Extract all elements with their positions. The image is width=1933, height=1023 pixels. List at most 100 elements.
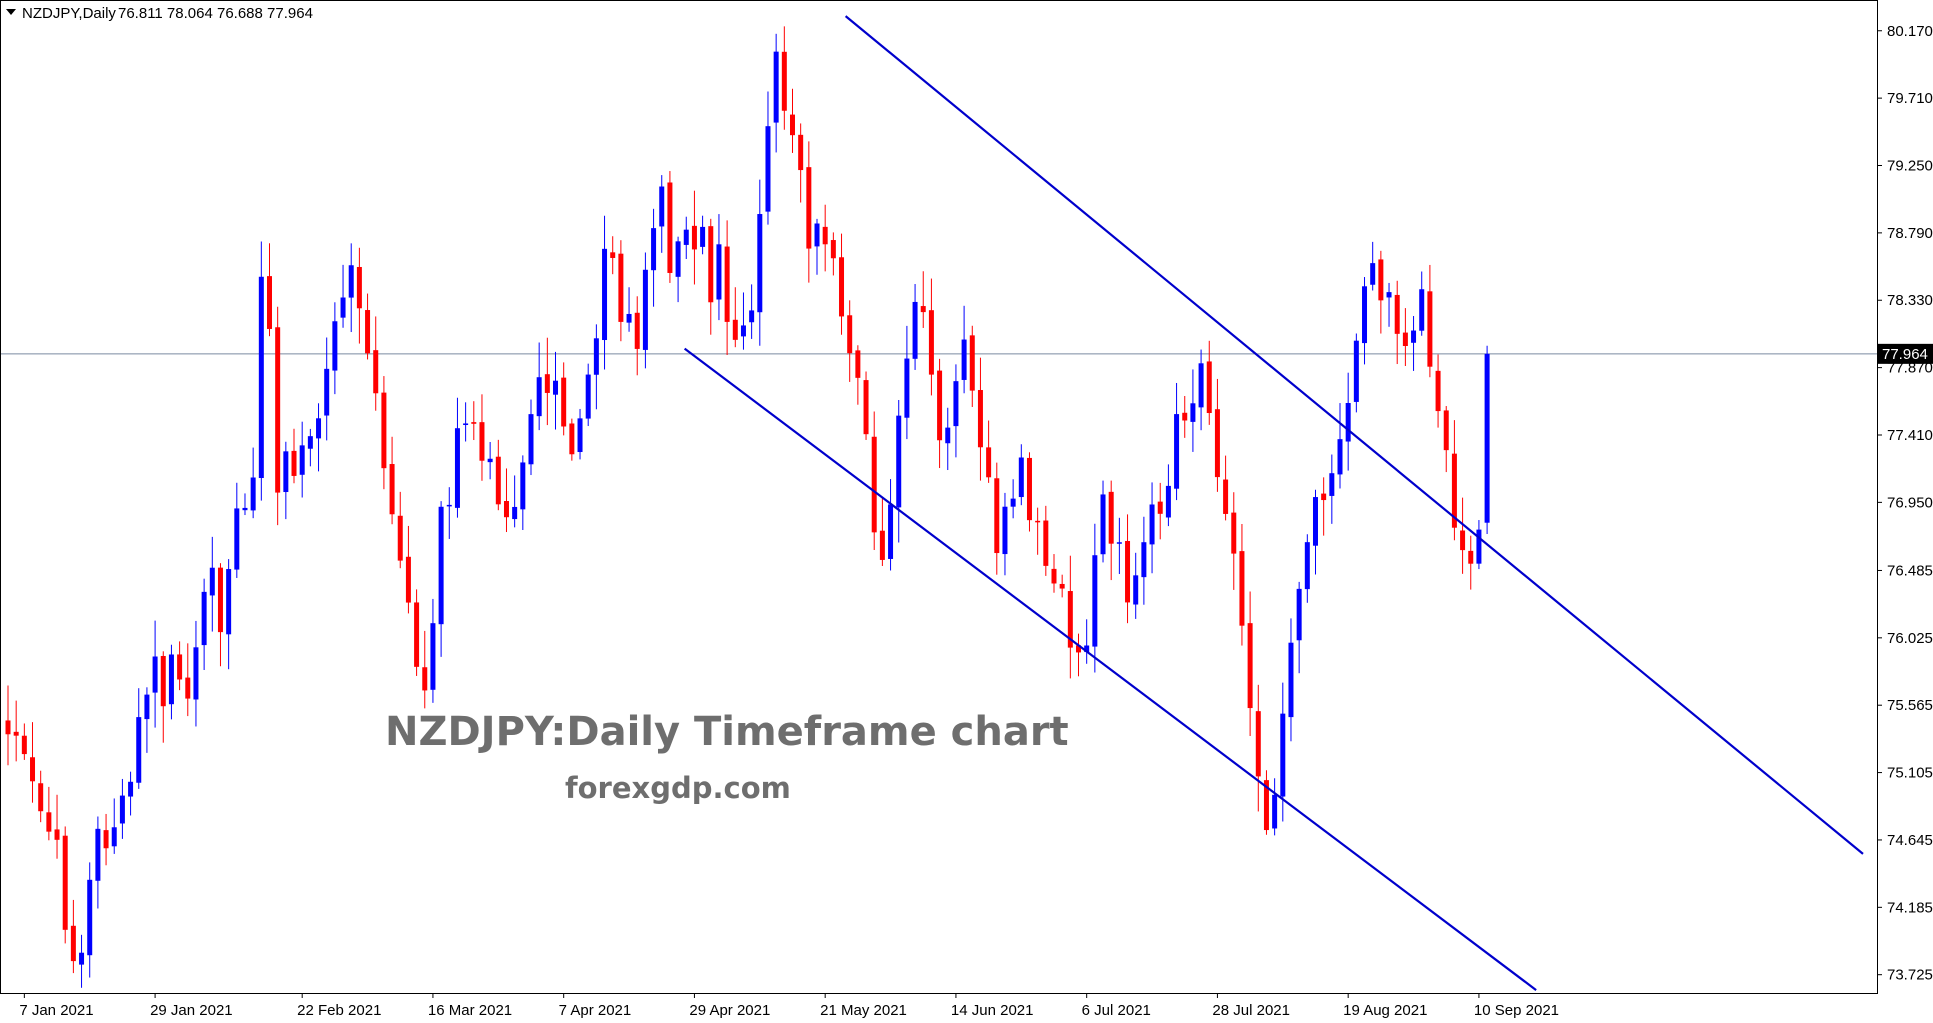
candle: [487, 441, 493, 480]
candle: [994, 462, 1000, 575]
candle: [765, 91, 771, 225]
candle-body-bear: [1394, 294, 1400, 334]
candle: [152, 620, 158, 728]
candle-body-bull: [348, 265, 354, 298]
candle-body-bull: [1362, 286, 1368, 344]
candle-body-bear: [266, 276, 272, 329]
candle-body-bull: [79, 952, 85, 965]
candle-body-bull: [1476, 529, 1482, 564]
trendlines[interactable]: [683, 15, 1864, 991]
y-axis: 80.170 79.710 79.250 78.790 78.330 77.870 77.4…: [1877, 23, 1933, 984]
candle: [1484, 345, 1490, 534]
trendline-lower[interactable]: [683, 347, 1537, 991]
candle: [830, 232, 836, 276]
candle-body-bear: [1263, 780, 1269, 831]
candle: [201, 578, 207, 670]
candle: [1125, 514, 1131, 624]
trendline-upper[interactable]: [844, 15, 1864, 855]
candle-body-bear: [160, 655, 166, 707]
candle: [1370, 241, 1376, 291]
candle-body-bear: [830, 240, 836, 259]
candle: [438, 501, 444, 657]
candle-body-bear: [634, 312, 640, 349]
candle-body-bull: [307, 436, 313, 449]
candle-body-bear: [177, 654, 183, 680]
candle: [128, 771, 134, 816]
candle: [920, 271, 926, 328]
candle-body-bear: [471, 422, 477, 424]
candle: [1133, 552, 1139, 619]
candles: [5, 26, 1490, 988]
candle-body-bear: [46, 812, 52, 832]
candle: [1002, 492, 1008, 576]
candle: [749, 284, 755, 339]
candle-body-bear: [1043, 520, 1049, 566]
candle-body-bear: [103, 830, 109, 849]
candle: [242, 493, 248, 516]
candle: [536, 342, 542, 431]
candle-body-bull: [749, 310, 755, 323]
candle: [332, 302, 338, 395]
candle-body-bull: [144, 694, 150, 720]
candle-body-bear: [1378, 259, 1384, 301]
candle: [896, 399, 902, 543]
x-tick-label: 7 Apr 2021: [559, 1002, 632, 1019]
candle: [904, 325, 910, 440]
candle-body-bull: [209, 567, 215, 596]
candle-body-bull: [1296, 588, 1302, 641]
candle: [1386, 282, 1392, 327]
candle: [168, 644, 174, 720]
x-tick-label: 6 Jul 2021: [1082, 1002, 1151, 1019]
y-tick-label: 73.725: [1887, 967, 1933, 984]
candle-body-bear: [863, 380, 869, 435]
candle-body-bull: [512, 506, 518, 520]
x-tick-label: 29 Jan 2021: [150, 1002, 233, 1019]
candle: [593, 324, 599, 410]
candle-body-bear: [789, 114, 795, 136]
candle-body-bear: [1435, 370, 1441, 412]
candle: [888, 479, 894, 571]
candle-body-bull: [128, 781, 134, 797]
candle: [544, 337, 550, 426]
watermark-title: NZDJPY:Daily Timeframe chart: [385, 709, 1069, 755]
candle-body-bear: [1321, 493, 1327, 501]
ohlc-label: 76.811 78.064 76.688 77.964: [118, 5, 313, 22]
candle: [577, 408, 583, 460]
candle-body-bull: [1190, 403, 1196, 422]
candle-body-bull: [896, 415, 902, 508]
candle: [381, 376, 387, 490]
candle: [528, 399, 534, 476]
candle: [1141, 516, 1147, 605]
candle: [512, 475, 518, 528]
candle-body-bull: [324, 368, 330, 416]
candle-body-bear: [544, 374, 550, 393]
candle: [732, 287, 738, 348]
candle: [1468, 535, 1474, 590]
y-tick-label: 75.105: [1887, 765, 1933, 782]
candle-body-bear: [1427, 291, 1433, 367]
candle: [879, 497, 885, 566]
candle: [986, 420, 992, 483]
candle-body-bull: [651, 228, 657, 271]
candle: [46, 786, 52, 841]
candle: [1247, 591, 1253, 737]
x-tick-label: 21 May 2021: [820, 1002, 907, 1019]
candle: [1411, 316, 1417, 371]
candle-body-bear: [275, 327, 281, 493]
candle-body-bear: [569, 423, 575, 455]
candle: [1419, 271, 1425, 336]
candle-body-bull: [675, 241, 681, 277]
candle: [177, 641, 183, 691]
candle: [1443, 406, 1449, 473]
candle: [1402, 308, 1408, 366]
candle-body-bull: [463, 423, 469, 426]
candle: [1304, 534, 1310, 603]
candle-body-bull: [1116, 542, 1122, 544]
caret-down-icon[interactable]: [6, 9, 16, 15]
candle-body-bull: [773, 51, 779, 123]
candle-body-bear: [1451, 453, 1457, 528]
candle: [724, 220, 730, 355]
candle: [87, 862, 93, 978]
